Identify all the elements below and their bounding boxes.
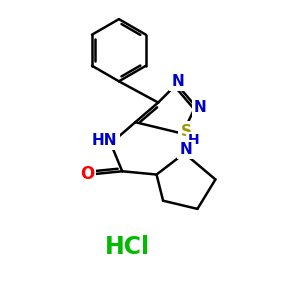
Text: N: N [180, 142, 192, 157]
Text: O: O [80, 165, 94, 183]
Text: N: N [194, 100, 206, 115]
Text: HCl: HCl [104, 235, 150, 259]
Text: HN: HN [92, 133, 118, 148]
Text: S: S [181, 124, 191, 139]
Text: H: H [188, 133, 199, 147]
Text: N: N [171, 74, 184, 89]
